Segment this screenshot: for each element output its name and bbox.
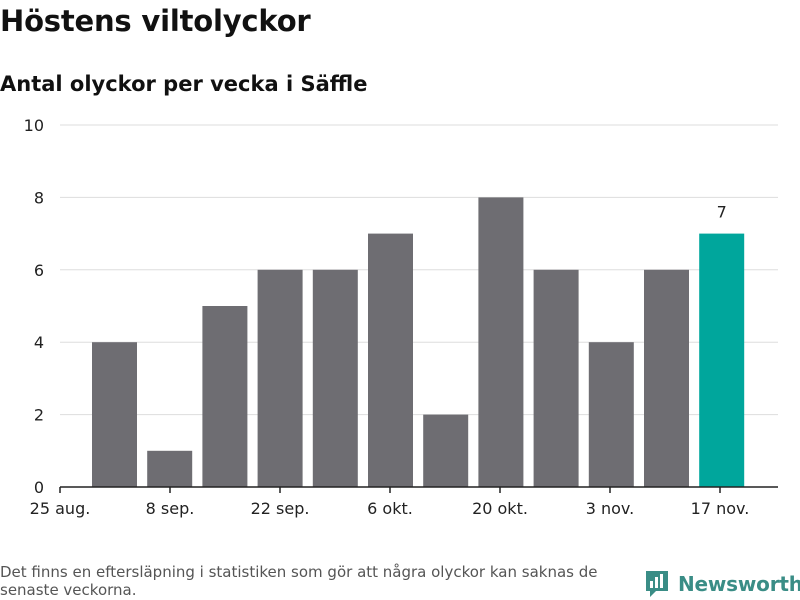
x-tick-label: 20 okt. [472,499,528,518]
footnote: Det finns en eftersläpning i statistiken… [0,563,598,599]
x-tick-label: 6 okt. [367,499,413,518]
y-tick-label: 8 [34,188,44,207]
bar [257,269,303,487]
data-label: 7 [717,203,727,222]
brand-name: Newsworthy [678,572,800,596]
x-axis: 25 aug. 8 sep. 22 sep. 6 okt. 20 okt. 3 nov. 1… [30,486,778,518]
bar [533,269,579,487]
bar [92,342,137,487]
chart-subtitle: Antal olyckor per vecka i Säffle [0,72,368,96]
y-axis-ticks: 0 2 4 6 8 10 [24,116,44,497]
bar [478,197,524,487]
y-tick-label: 10 [24,116,44,135]
bars [92,197,745,487]
bar [202,306,248,487]
x-tick-label: 25 aug. [30,499,91,518]
newsworthy-logo-icon [646,571,668,597]
y-tick-label: 4 [34,333,44,352]
bar [644,269,689,487]
bar-highlighted [699,233,745,487]
x-tick-label: 22 sep. [251,499,310,518]
bar [423,414,469,487]
bar [588,342,634,487]
brand-logo: Newsworthy [644,569,800,599]
x-tick-label: 17 nov. [691,499,750,518]
chart-title: Höstens viltolyckor [0,4,311,38]
x-tick-label: 8 sep. [146,499,195,518]
y-tick-label: 6 [34,261,44,280]
bar [147,450,193,487]
x-tick-label: 3 nov. [586,499,635,518]
data-labels: 7 [717,203,727,222]
y-tick-label: 0 [34,478,44,497]
bar-chart: 0 2 4 6 8 10 7 25 aug. 8 sep. 22 sep. 6 okt. 20 o… [24,116,778,518]
y-tick-label: 2 [34,406,44,425]
bar [312,269,358,487]
bar [368,233,413,487]
